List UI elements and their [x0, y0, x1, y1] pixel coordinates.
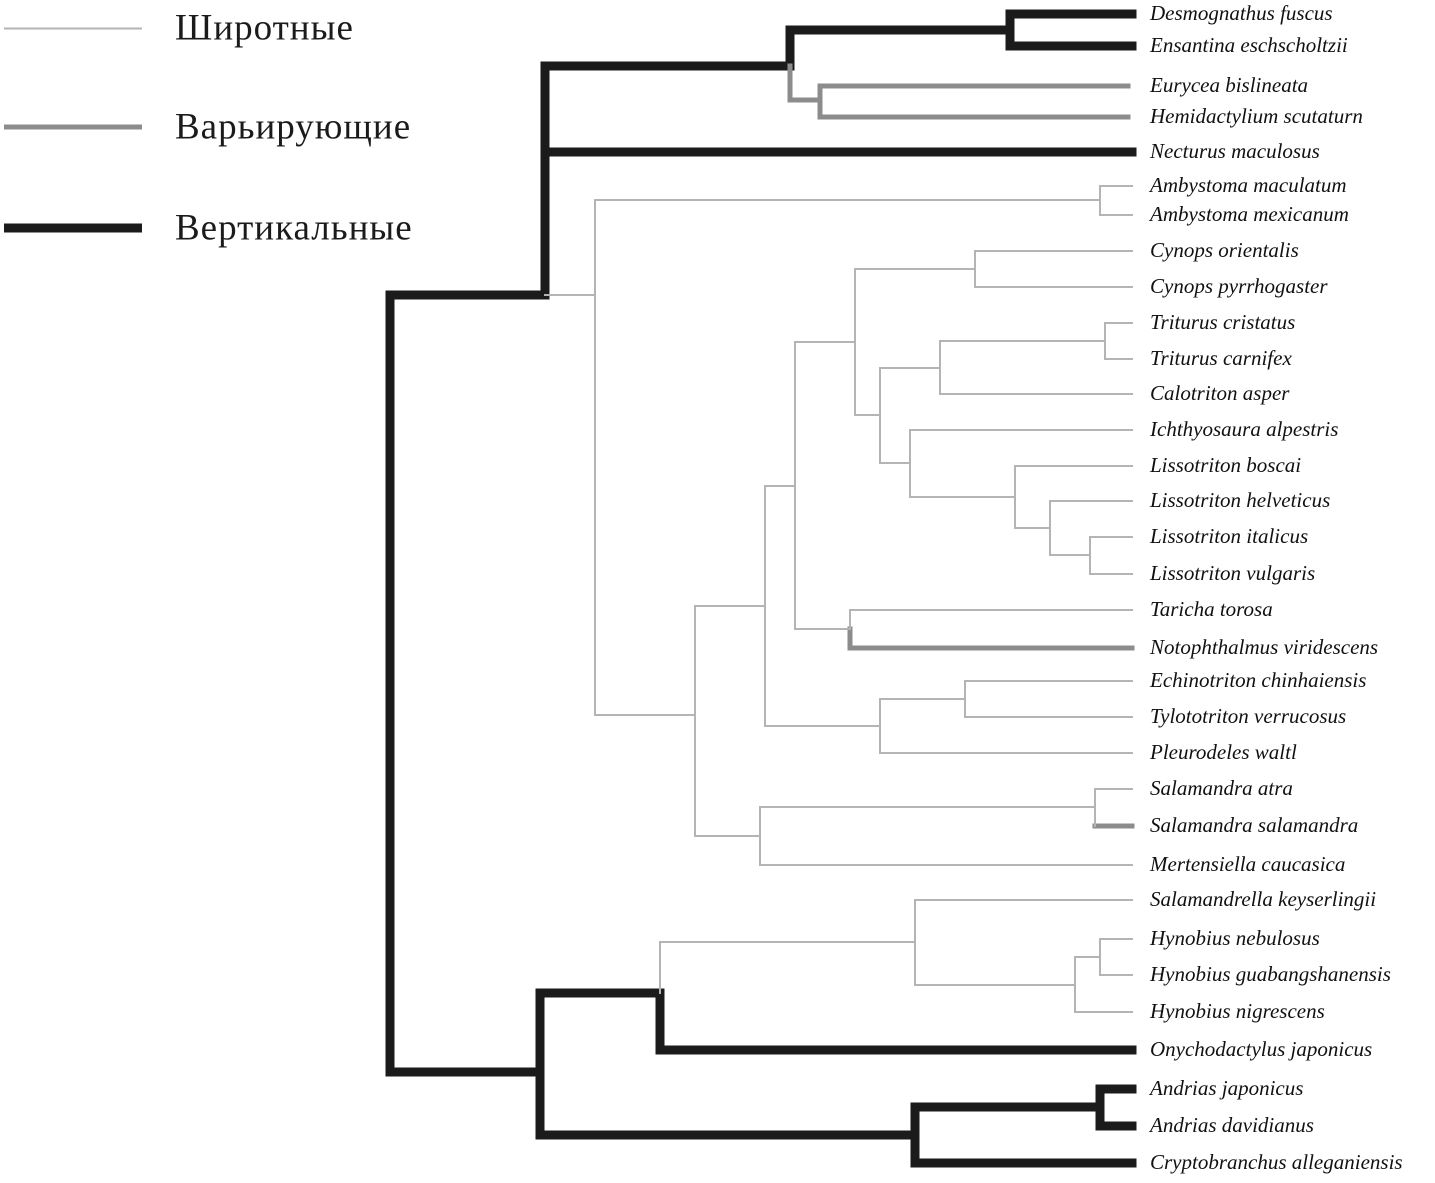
taxon-label: Triturus cristatus — [1150, 309, 1296, 334]
taxon-label: Ichthyosaura alpestris — [1150, 416, 1339, 441]
taxon-label: Salamandra salamandra — [1150, 812, 1359, 837]
legend-item-thick: Вертикальные — [4, 207, 413, 250]
taxon-label: Cynops pyrrhogaster — [1150, 273, 1328, 298]
legend-line-thick-icon — [4, 223, 142, 233]
taxon-label: Onychodactylus japonicus — [1150, 1036, 1373, 1061]
taxon-label: Triturus carnifex — [1150, 345, 1292, 370]
legend-line-thin-icon — [4, 27, 142, 29]
taxon-label: Salamandrella keyserlingii — [1150, 886, 1377, 911]
taxon-label: Lissotriton vulgaris — [1150, 560, 1316, 585]
taxon-label: Hynobius guabangshanensis — [1150, 961, 1391, 986]
legend-item-medium: Варьирующие — [4, 106, 411, 149]
taxon-label: Salamandra atra — [1150, 775, 1293, 800]
taxon-label: Ambystoma maculatum — [1150, 172, 1347, 197]
taxon-label: Desmognathus fuscus — [1150, 0, 1333, 25]
taxon-label: Cryptobranchus alleganiensis — [1150, 1149, 1403, 1174]
taxon-label: Andrias davidianus — [1150, 1112, 1314, 1137]
taxon-label: Calotriton asper — [1150, 380, 1290, 405]
taxon-label: Lissotriton italicus — [1150, 523, 1309, 548]
taxon-label: Lissotriton boscai — [1150, 452, 1302, 477]
taxon-label: Hemidactylium scutaturn — [1150, 103, 1363, 128]
taxon-label: Cynops orientalis — [1150, 237, 1299, 262]
taxon-label: Hynobius nigrescens — [1150, 998, 1325, 1023]
legend-label-medium: Варьирующие — [175, 106, 412, 148]
legend-item-thin: Широтные — [4, 7, 354, 50]
taxon-label: Eurycea bislineata — [1150, 72, 1309, 97]
taxon-label: Hynobius nebulosus — [1150, 925, 1320, 950]
taxon-label: Necturus maculosus — [1150, 138, 1320, 163]
taxon-label: Ensantina eschscholtzii — [1150, 32, 1348, 57]
taxon-label: Lissotriton helveticus — [1150, 487, 1331, 512]
legend-label-thick: Вертикальные — [175, 207, 413, 249]
taxon-label: Ambystoma mexicanum — [1150, 201, 1349, 226]
taxon-label: Pleurodeles waltl — [1150, 739, 1297, 764]
taxon-label: Taricha torosa — [1150, 596, 1273, 621]
taxon-label: Echinotriton chinhaiensis — [1150, 667, 1367, 692]
taxon-label: Notophthalmus viridescens — [1150, 634, 1379, 659]
legend-line-medium-icon — [4, 124, 142, 130]
taxon-label: Mertensiella caucasica — [1150, 851, 1346, 876]
legend-label-thin: Широтные — [175, 7, 354, 49]
taxon-label: Tylototriton verrucosus — [1150, 703, 1347, 728]
taxon-label: Andrias japonicus — [1150, 1075, 1304, 1100]
